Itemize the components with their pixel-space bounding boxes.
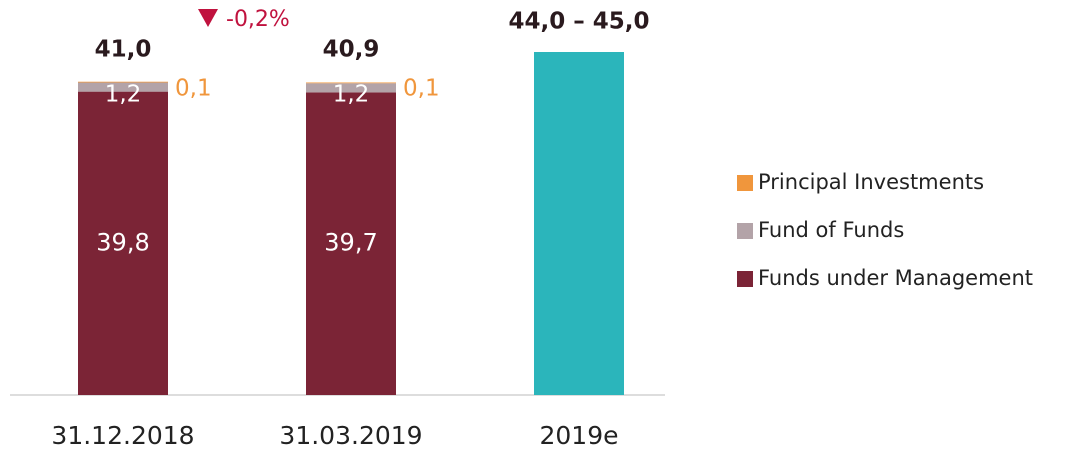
bar-segment <box>78 81 168 83</box>
legend-label: Funds under Management <box>758 266 1033 290</box>
annotation: -0,2% <box>226 7 290 32</box>
forecast-bar <box>534 52 624 395</box>
value-label: 0,1 <box>403 76 440 102</box>
bar-segment <box>78 82 168 92</box>
change-arrow <box>198 9 218 27</box>
bar-segment <box>78 91 168 395</box>
legend-swatch <box>737 223 753 239</box>
x-tick-label: 31.03.2019 <box>279 421 422 449</box>
value-label: 1,2 <box>333 82 370 108</box>
forecast-label: 44,0 – 45,0 <box>508 9 649 35</box>
total-label: 40,9 <box>323 37 380 63</box>
bar-segment <box>306 92 396 396</box>
legend-swatch <box>737 271 753 287</box>
total-label: 41,0 <box>95 37 152 63</box>
bar-segment <box>306 82 396 84</box>
bar-segment <box>306 83 396 93</box>
value-label: 0,1 <box>175 76 212 102</box>
value-label: 39,7 <box>324 229 377 257</box>
value-label: 1,2 <box>105 82 142 108</box>
legend-label: Fund of Funds <box>758 218 904 242</box>
x-tick-label: 31.12.2018 <box>51 421 194 449</box>
legend-swatch <box>737 175 753 191</box>
x-tick-label: 2019e <box>539 421 618 449</box>
legend-label: Principal Investments <box>758 170 984 194</box>
value-label: 39,8 <box>96 228 149 256</box>
